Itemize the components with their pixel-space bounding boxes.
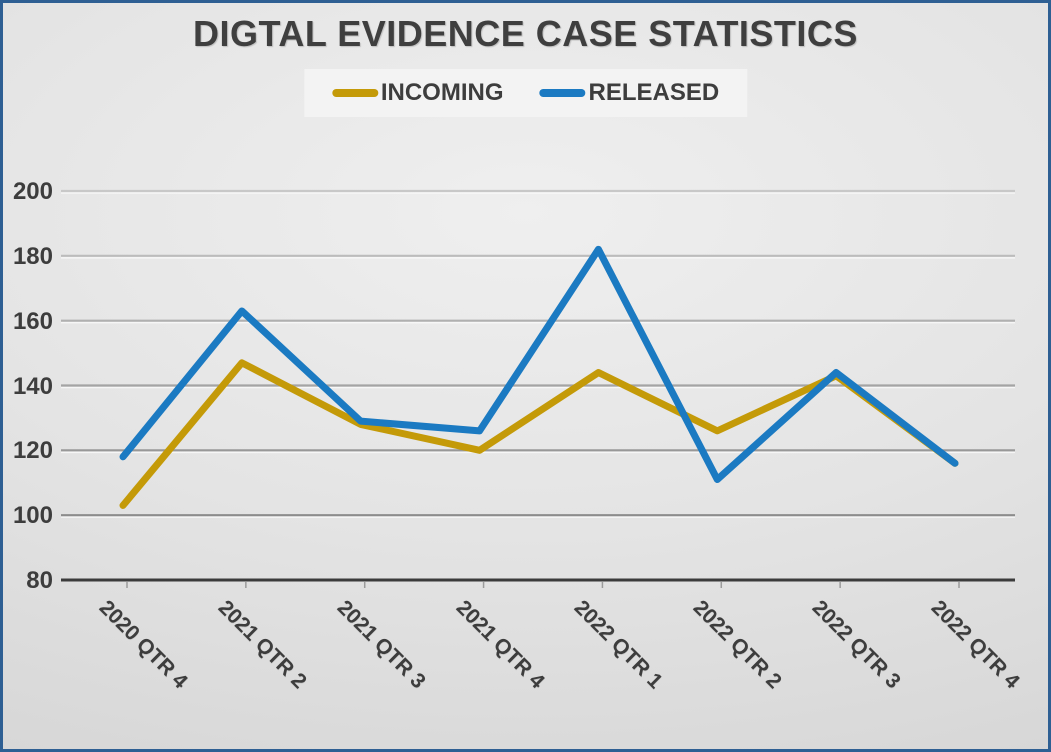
y-tick-label: 140 bbox=[12, 372, 53, 400]
series-line-incoming bbox=[119, 359, 959, 509]
line-chart-canvas bbox=[61, 189, 1015, 588]
incoming-line-swatch bbox=[331, 89, 378, 97]
y-tick-label: 100 bbox=[12, 502, 53, 530]
y-tick-label: 120 bbox=[12, 437, 53, 465]
legend: INCOMING RELEASED bbox=[303, 69, 748, 117]
legend-label-released: RELEASED bbox=[588, 79, 720, 106]
legend-item-released: RELEASED bbox=[539, 79, 719, 107]
y-tick-label: 160 bbox=[12, 307, 53, 335]
y-tick-label: 200 bbox=[12, 178, 53, 205]
chart-title: DIGTAL EVIDENCE CASE STATISTICS bbox=[193, 13, 858, 54]
released-line-swatch bbox=[539, 89, 586, 97]
legend-item-incoming: INCOMING bbox=[331, 79, 504, 107]
y-tick-label: 180 bbox=[12, 242, 53, 270]
series-line-released bbox=[119, 245, 959, 484]
plot-area: 200 180 160 140 120 100 80 2020 QTR 4 2021 QTR … bbox=[3, 3, 1048, 749]
legend-label-incoming: INCOMING bbox=[380, 79, 504, 106]
y-tick-label: 80 bbox=[26, 567, 53, 594]
